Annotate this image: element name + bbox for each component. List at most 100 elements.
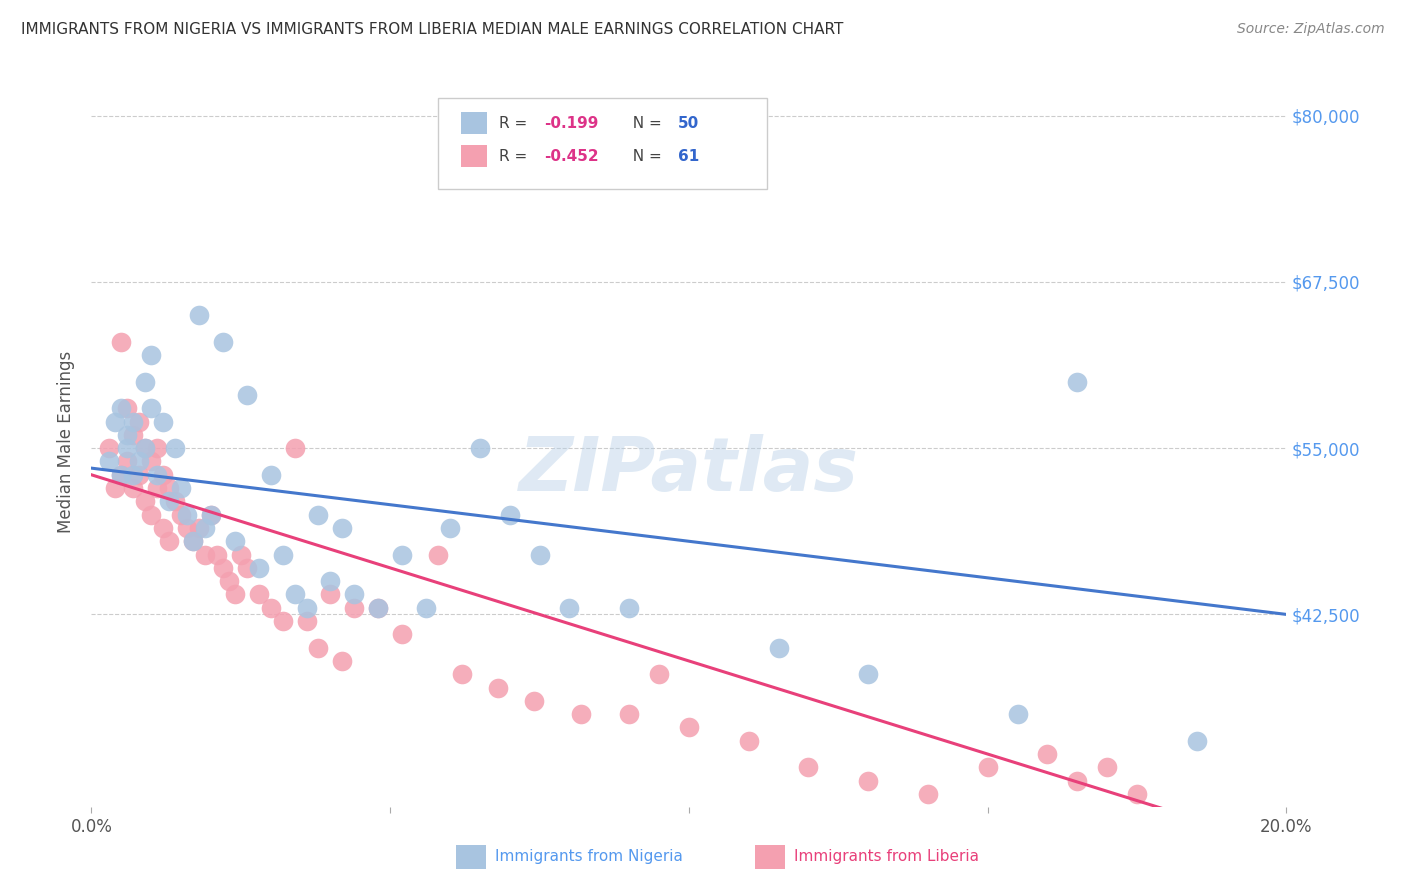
Point: [122, 467, 145, 482]
Point: [128, 454, 150, 468]
Point: [98, 454, 121, 468]
Point: [104, 415, 127, 429]
Point: [110, 401, 132, 416]
Point: [115, 428, 138, 442]
Point: [134, 375, 156, 389]
Point: [157, 481, 180, 495]
Point: [141, 348, 163, 362]
Point: [247, 561, 270, 575]
FancyBboxPatch shape: [755, 846, 785, 869]
Text: -0.199: -0.199: [544, 116, 599, 131]
Point: [122, 481, 145, 495]
Point: [176, 508, 198, 522]
Point: [529, 548, 551, 562]
Point: [176, 521, 198, 535]
Point: [319, 574, 342, 589]
Point: [619, 707, 641, 722]
Point: [343, 600, 366, 615]
Point: [218, 574, 240, 589]
Point: [235, 388, 259, 402]
Point: [181, 534, 204, 549]
Point: [499, 508, 522, 522]
Point: [558, 600, 581, 615]
Point: [415, 600, 437, 615]
Point: [128, 467, 150, 482]
Point: [170, 508, 193, 522]
Point: [1007, 707, 1029, 722]
Point: [1036, 747, 1059, 761]
Point: [146, 481, 169, 495]
Text: ZIPatlas: ZIPatlas: [519, 434, 859, 508]
Point: [98, 441, 121, 455]
Point: [284, 441, 307, 455]
Point: [205, 548, 228, 562]
Point: [523, 694, 546, 708]
Point: [427, 548, 450, 562]
Point: [194, 521, 217, 535]
Point: [619, 600, 641, 615]
Point: [110, 467, 132, 482]
Point: [648, 667, 671, 681]
Point: [224, 587, 246, 601]
Point: [737, 733, 759, 747]
Point: [678, 148, 700, 162]
Text: Source: ZipAtlas.com: Source: ZipAtlas.com: [1237, 22, 1385, 37]
Point: [122, 415, 145, 429]
Point: [146, 441, 169, 455]
Point: [391, 627, 413, 641]
Point: [152, 415, 174, 429]
Point: [367, 600, 389, 615]
Point: [200, 508, 222, 522]
Point: [917, 787, 939, 801]
Point: [229, 548, 252, 562]
Point: [163, 494, 186, 508]
Point: [188, 521, 211, 535]
Point: [1066, 773, 1088, 788]
Point: [858, 667, 880, 681]
Text: Immigrants from Nigeria: Immigrants from Nigeria: [495, 849, 683, 864]
Point: [128, 415, 150, 429]
Text: R =: R =: [499, 116, 531, 131]
Point: [170, 481, 193, 495]
Point: [797, 760, 820, 774]
Point: [486, 681, 509, 695]
Text: 50: 50: [678, 116, 699, 131]
Point: [134, 441, 156, 455]
Point: [1066, 375, 1088, 389]
FancyBboxPatch shape: [461, 112, 486, 135]
Point: [259, 600, 281, 615]
Point: [271, 548, 294, 562]
Point: [181, 534, 204, 549]
Point: [141, 401, 163, 416]
Point: [247, 587, 270, 601]
Point: [319, 587, 342, 601]
Point: [188, 308, 211, 322]
Point: [332, 521, 354, 535]
Point: [343, 587, 366, 601]
Point: [450, 667, 472, 681]
Point: [141, 454, 163, 468]
Point: [157, 494, 180, 508]
Text: IMMIGRANTS FROM NIGERIA VS IMMIGRANTS FROM LIBERIA MEDIAN MALE EARNINGS CORRELAT: IMMIGRANTS FROM NIGERIA VS IMMIGRANTS FR…: [21, 22, 844, 37]
Point: [678, 721, 700, 735]
Point: [1126, 787, 1149, 801]
Point: [768, 640, 790, 655]
Point: [858, 773, 880, 788]
Point: [104, 481, 127, 495]
Point: [391, 548, 413, 562]
Text: N =: N =: [623, 116, 666, 131]
Point: [439, 521, 461, 535]
Point: [1097, 760, 1119, 774]
Text: 61: 61: [678, 149, 699, 164]
Point: [307, 508, 329, 522]
Point: [152, 467, 174, 482]
Point: [367, 600, 389, 615]
Point: [194, 548, 217, 562]
Point: [284, 587, 307, 601]
Point: [200, 508, 222, 522]
Point: [271, 614, 294, 628]
Point: [295, 600, 318, 615]
Point: [134, 441, 156, 455]
Point: [141, 508, 163, 522]
FancyBboxPatch shape: [437, 98, 766, 189]
